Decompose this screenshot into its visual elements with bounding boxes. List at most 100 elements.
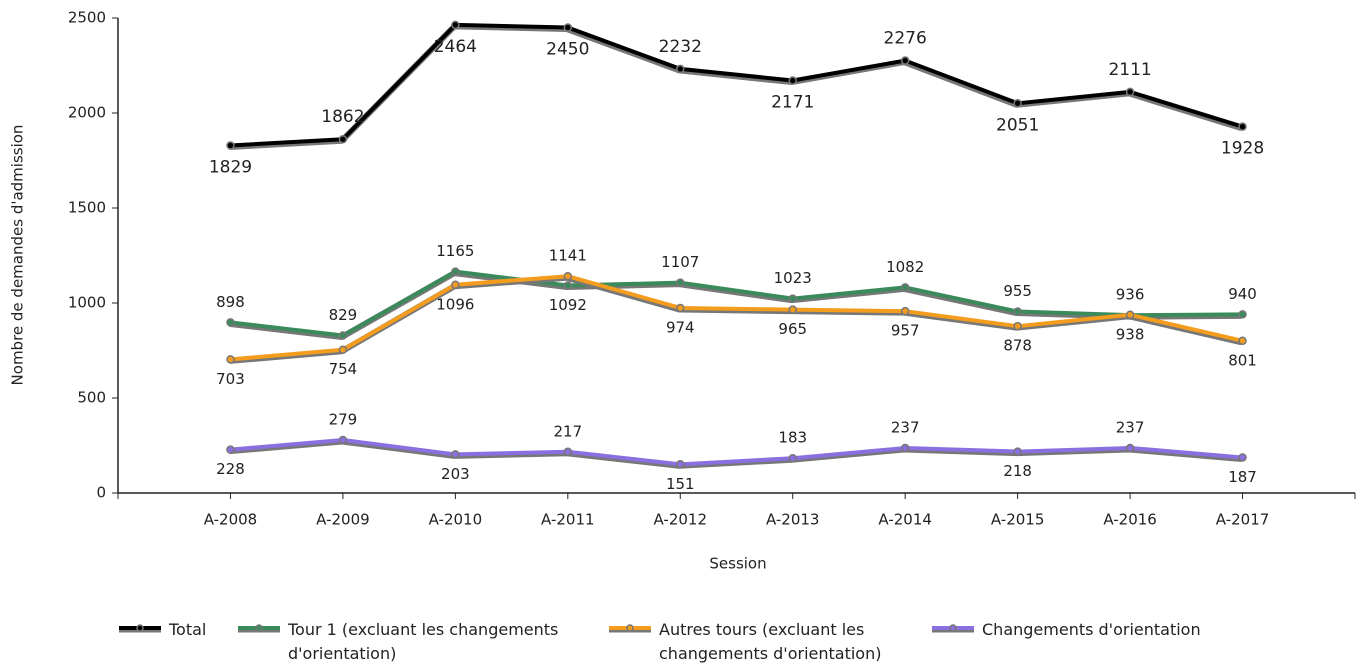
- data-label: 279: [329, 410, 358, 428]
- point: [1238, 453, 1247, 462]
- point: [900, 306, 910, 316]
- y-tick-label: 0: [96, 484, 106, 502]
- point: [1013, 99, 1022, 108]
- x-tick-label: A-2011: [541, 511, 595, 529]
- data-label: 1092: [549, 296, 587, 314]
- data-label: 2232: [659, 37, 702, 57]
- point: [226, 141, 235, 150]
- x-tick-label: A-2017: [1216, 511, 1270, 529]
- data-label: 187: [1228, 468, 1257, 486]
- data-label: 965: [778, 320, 807, 338]
- data-label: 1023: [774, 269, 812, 287]
- point: [1238, 336, 1247, 346]
- point: [1125, 443, 1135, 453]
- x-tick-label: A-2015: [991, 511, 1045, 529]
- legend-marker: [136, 624, 144, 632]
- point: [1238, 310, 1247, 319]
- data-label: 878: [1003, 337, 1032, 355]
- point: [788, 294, 797, 303]
- series-line: [230, 274, 1244, 362]
- point: [338, 435, 348, 445]
- legend-swatch: [238, 624, 280, 633]
- data-label: 2276: [884, 29, 927, 49]
- data-label: 940: [1228, 285, 1257, 303]
- legend-item: Total: [117, 618, 227, 642]
- data-label: 1165: [436, 242, 474, 260]
- data-label: 1928: [1221, 139, 1264, 159]
- legend-marker: [626, 624, 634, 632]
- point: [1013, 307, 1022, 316]
- legend-item: Tour 1 (excluant les changements d'orien…: [236, 618, 586, 666]
- legend-label: Changements d'orientation: [982, 620, 1201, 639]
- point: [1013, 447, 1022, 456]
- legend-swatch: [932, 624, 974, 633]
- data-label: 898: [216, 293, 245, 311]
- point: [900, 56, 910, 65]
- data-label: 1082: [886, 258, 924, 276]
- data-label: 1141: [549, 247, 587, 265]
- data-label: 151: [666, 475, 695, 493]
- y-tick-label: 1000: [68, 294, 106, 312]
- data-label: 2464: [434, 37, 477, 57]
- point: [1013, 321, 1022, 331]
- line-shadow: [229, 23, 1243, 150]
- y-tick-label: 1500: [68, 199, 106, 217]
- series-line: [230, 22, 1244, 148]
- x-tick-label: A-2012: [654, 511, 708, 529]
- point: [676, 460, 685, 469]
- data-label: 183: [778, 429, 807, 447]
- data-label: 957: [891, 322, 920, 340]
- x-tick-label: A-2009: [316, 511, 370, 529]
- legend-marker: [949, 624, 957, 632]
- y-axis-label: Nombre de demandes d'admission: [9, 125, 27, 386]
- data-label: 801: [1228, 351, 1257, 369]
- data-label: 2111: [1108, 60, 1151, 80]
- data-label: 974: [666, 318, 695, 336]
- legend-label: Autres tours (excluant les changements d…: [659, 620, 882, 663]
- point: [338, 331, 348, 340]
- data-label: 237: [891, 418, 920, 436]
- point: [451, 267, 460, 276]
- data-label: 1829: [209, 157, 252, 177]
- chart: Nombre de demandes d'admission Session 0…: [9, 9, 1356, 573]
- data-label: 703: [216, 370, 245, 388]
- x-tick-label: A-2010: [429, 511, 483, 529]
- data-label: 1096: [436, 295, 474, 313]
- y-tick-label: 500: [77, 389, 106, 407]
- data-label: 829: [329, 306, 358, 324]
- x-axis-label: Session: [709, 555, 766, 573]
- data-label: 936: [1116, 286, 1145, 304]
- x-tick-label: A-2008: [204, 511, 258, 529]
- point: [226, 445, 235, 454]
- point: [1125, 310, 1135, 320]
- legend-label: Tour 1 (excluant les changements d'orien…: [288, 620, 559, 663]
- point: [338, 134, 348, 144]
- point: [451, 280, 460, 290]
- y-tick-label: 2500: [68, 9, 106, 27]
- data-label: 203: [441, 465, 470, 483]
- data-label: 1107: [661, 253, 699, 271]
- point: [226, 355, 235, 364]
- point: [451, 450, 460, 459]
- point: [788, 305, 797, 314]
- point: [1238, 122, 1247, 131]
- data-label: 754: [329, 360, 358, 378]
- point: [676, 278, 685, 287]
- legend-label: Total: [169, 620, 207, 639]
- point: [788, 453, 797, 463]
- data-label: 237: [1116, 418, 1145, 436]
- legend-swatch: [119, 624, 161, 633]
- series-line: [230, 269, 1243, 338]
- data-label: 955: [1003, 282, 1032, 300]
- point: [563, 281, 573, 290]
- x-tick-label: A-2014: [878, 511, 932, 529]
- series-line: [230, 437, 1243, 467]
- point: [900, 443, 910, 453]
- point: [226, 318, 235, 327]
- data-label: 217: [553, 422, 582, 440]
- point: [563, 23, 573, 32]
- point: [563, 271, 573, 281]
- legend-item: Changements d'orientation: [930, 618, 1260, 642]
- point: [676, 303, 685, 313]
